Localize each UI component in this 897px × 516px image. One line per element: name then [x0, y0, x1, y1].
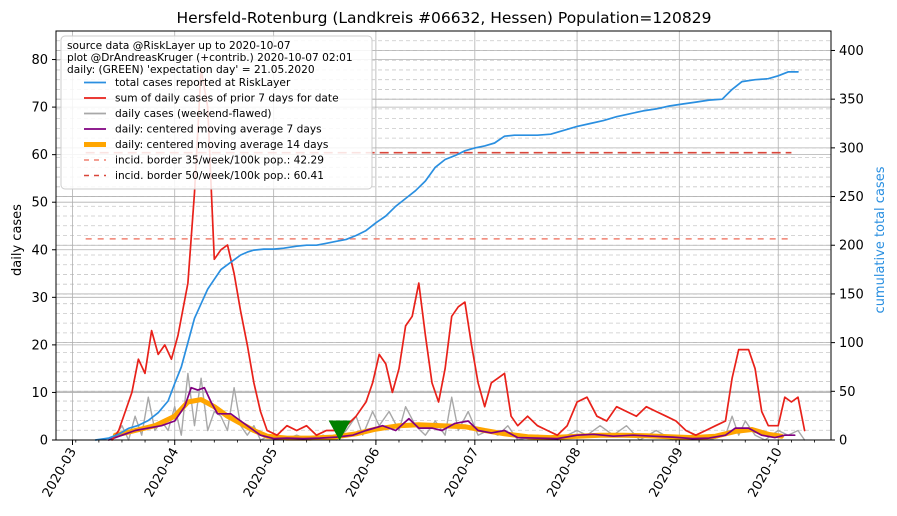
y-axis-label-left: daily cases	[10, 204, 25, 276]
chart-title: Hersfeld-Rotenburg (Landkreis #06632, He…	[176, 9, 711, 27]
y-tick-label-right: 350	[839, 93, 864, 108]
x-tick-label: 2020-09	[647, 446, 687, 501]
legend-entry-label: total cases reported at RiskLayer	[115, 77, 291, 89]
legend-entry-label: daily: centered moving average 14 days	[115, 139, 328, 151]
y-axis-label-right: cumulative total cases	[873, 166, 888, 313]
y-tick-label-right: 100	[839, 336, 864, 351]
series-line	[111, 68, 806, 441]
y-tick-label-right: 400	[839, 44, 864, 59]
legend-box	[60, 35, 373, 190]
y-tick-label-right: 300	[839, 141, 864, 156]
legend-entry-label: daily cases (weekend-flawed)	[115, 108, 272, 120]
legend-info-line: source data @RiskLayer up to 2020-10-07	[67, 40, 291, 52]
legend-entry-label: incid. border 50/week/100k pop.: 60.41	[115, 170, 324, 182]
series-line	[107, 386, 796, 441]
y-tick-label-left: 0	[40, 434, 48, 449]
y-tick-label-right: 50	[839, 385, 856, 400]
y-tick-label-left: 60	[31, 148, 48, 163]
legend-entry-label: sum of daily cases of prior 7 days for d…	[115, 93, 339, 105]
legend-entry-label: daily: centered moving average 7 days	[115, 124, 322, 136]
y-tick-label-left: 50	[31, 196, 48, 211]
series-lines	[94, 68, 806, 441]
y-tick-label-left: 80	[31, 53, 48, 68]
legend-info-line: plot @DrAndreasKruger (+contrib.) 2020-1…	[67, 52, 353, 64]
plot-frame	[55, 30, 832, 441]
legend-info-line: daily: (GREEN) 'expectation day' = 21.05…	[67, 64, 315, 76]
y-tick-label-left: 10	[31, 386, 48, 401]
y-tick-label-right: 150	[839, 287, 864, 302]
x-tick-label: 2020-06	[343, 446, 383, 501]
x-tick-label: 2020-04	[142, 446, 182, 501]
expectation-day-triangle	[328, 420, 351, 441]
legend-entry-label: incid. border 35/week/100k pop.: 42.29	[115, 155, 324, 167]
y-tick-label-left: 20	[31, 338, 48, 353]
y-tick-label-left: 30	[31, 291, 48, 306]
y-tick-label-right: 200	[839, 239, 864, 254]
y-tick-label-right: 250	[839, 190, 864, 205]
x-tick-label: 2020-03	[40, 446, 80, 501]
x-tick-label: 2020-08	[544, 446, 584, 501]
expectation-day-marker	[328, 420, 351, 441]
y-tick-label-left: 40	[31, 243, 48, 258]
x-tick-label: 2020-07	[442, 446, 482, 501]
y-tick-label-left: 70	[31, 101, 48, 116]
x-tick-label: 2020-05	[241, 446, 281, 501]
y-tick-label-right: 0	[839, 434, 847, 449]
series-line	[94, 71, 799, 441]
legend: source data @RiskLayer up to 2020-10-07p…	[60, 35, 373, 190]
x-tick-label: 2020-10	[746, 446, 786, 501]
